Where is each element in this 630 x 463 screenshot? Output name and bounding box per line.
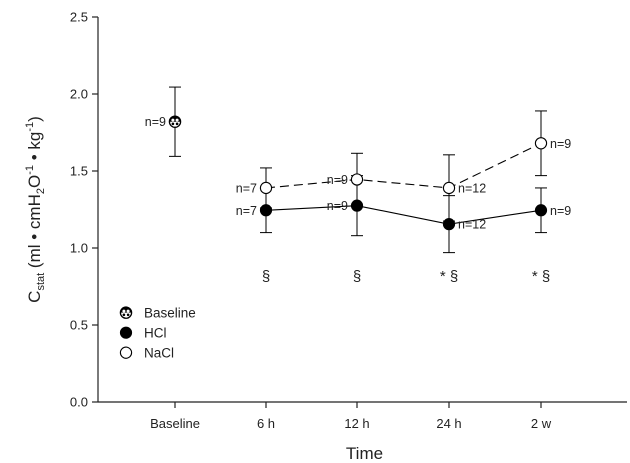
y-tick-label: 0.5 [70,318,88,333]
x-tick-label: 12 h [344,416,369,431]
data-point-dot-right [175,118,179,122]
series-baseline: n=9 [145,86,182,157]
y-label-exp2: -1 [24,122,36,132]
y-label-mid: • kg [25,132,44,165]
data-point-dot-low-right [175,122,179,126]
x-tick-label: 24 h [436,416,461,431]
x-tick-label: 6 h [257,416,275,431]
data-point [350,173,364,186]
legend-marker-hcl [119,326,133,339]
data-point [534,204,548,217]
legend-label-nacl: NaCl [144,346,174,361]
sample-size-label: n=9 [550,204,571,218]
series-line [265,142,542,189]
y-tick-label: 2.5 [70,10,88,25]
y-tick-label: 2.0 [70,87,88,102]
significance-label: § [353,268,361,285]
data-point [442,181,456,195]
y-tick-label: 1.5 [70,164,88,179]
data-point-dot-low-left [171,122,175,126]
series-line [265,205,542,225]
series-nacl: n=7 n=9 n=12 n=9 [236,110,571,222]
legend-marker-baseline-dot-left [122,309,126,313]
legend-label-baseline: Baseline [144,306,196,321]
y-label-exp1: -1 [24,165,36,175]
sample-size-label: n=7 [236,204,257,218]
legend-marker-baseline-dot-low-left [122,313,126,317]
y-label-sub: stat [35,273,47,291]
y-label-close: ) [25,116,44,122]
y-label-units-rest: O [25,175,44,188]
sample-size-label: n=9 [327,199,348,213]
x-tick-label: 2 w [531,416,552,431]
legend-label-hcl: HCl [144,326,167,341]
legend-marker-baseline-dot-low-right [126,313,130,317]
chart-marks: n=9 n=7 n=9 n=12 n=9 n=7 n=9 n=12 n=9 § § * § * § [145,86,571,285]
y-label-main: C [25,291,44,303]
y-label-units-sub: 2 [35,188,47,194]
sample-size-label: n=9 [145,115,166,129]
data-point-dot-left [171,118,175,122]
y-label-units: (ml • cmH [25,194,44,273]
significance-label: * § [440,268,458,285]
sample-size-label: n=9 [327,173,348,187]
axes: 0.0 0.5 1.0 1.5 2.0 2.5 Baseline 6 h 12 h 24 h 2 w [70,10,627,431]
series-hcl: n=7 n=9 n=12 n=9 [236,175,571,254]
sample-size-label: n=12 [458,181,486,195]
x-axis-title: Time [346,444,383,463]
legend: Baseline HCl NaCl [119,306,196,361]
y-tick-label: 0.0 [70,395,88,410]
data-point [534,137,548,150]
data-point [259,181,273,195]
sample-size-label: n=7 [236,181,257,195]
y-axis-title: Cstat (ml • cmH2O-1 • kg-1) [24,116,47,303]
significance-label: * § [532,268,550,285]
y-tick-label: 1.0 [70,241,88,256]
sample-size-label: n=9 [550,137,571,151]
legend-marker-nacl [119,346,133,359]
x-tick-label: Baseline [150,416,200,431]
significance-label: § [262,268,270,285]
sample-size-label: n=12 [458,218,486,232]
legend-marker-baseline-dot-right [126,309,130,313]
